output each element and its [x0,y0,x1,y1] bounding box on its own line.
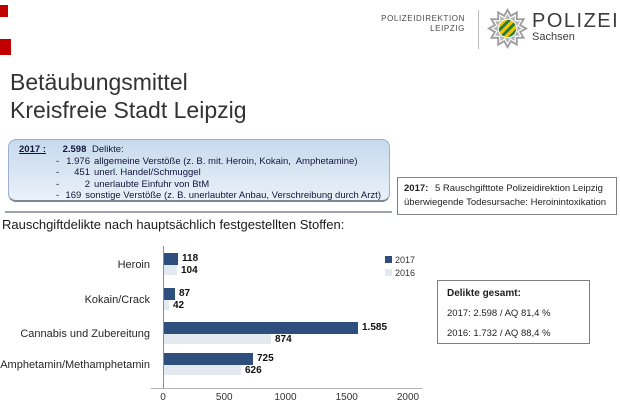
header-divider [478,10,479,49]
deaths-line2: überwiegende Todesursache: Heroinintoxik… [404,197,607,208]
x-tick-label: 1500 [335,392,358,403]
bar-2017 [164,353,253,365]
bar-2016 [164,334,271,344]
summary-item-dash: - [56,155,60,167]
department-name: POLIZEIDIREKTION LEIPZIG [330,14,465,34]
legend-item: 2017 [385,253,415,266]
x-tick-label: 2000 [396,392,420,403]
summary-year: 2017 : [19,144,46,155]
bar-chart: Heroin 118 104 Kokain/Crack 87 42 Cannabis und… [0,240,620,410]
summary-item: - 2 unerlaubte Einfuhr von BtM [56,179,381,191]
summary-total-label: Delikte: [92,144,124,155]
summary-total: 2.598 [62,144,87,155]
legend-swatch [385,269,392,276]
summary-item-value: 451 [74,167,90,179]
page-title: Betäubungsmittel Kreisfreie Stadt Leipzi… [10,68,247,124]
deaths-line1: 2017: 5 Rauschgifttote Polizeidirektion … [404,182,610,196]
summary-item-value: 2 [84,178,90,190]
bar-2016 [164,365,241,375]
legend-label: 2016 [395,267,416,278]
legend-item: 2016 [385,266,415,279]
red-edge-mark [0,5,8,17]
category-label: Cannabis und Zubereitung [20,327,150,340]
summary-item-text: unerl. Handel/Schmuggel [94,167,201,179]
summary-item-value: 1.976 [66,155,90,167]
totals-heading: Delikte gesamt: [447,288,521,299]
bar-2017 [164,253,178,265]
bar-value-label: 104 [181,265,198,276]
totals-row: 2017: 2.598 / AQ 81,4 % [447,308,551,319]
x-axis [151,388,422,389]
category-label: Kokain/Crack [84,293,150,306]
summary-item: -169 sonstige Verstöße (z. B. unerlaubter… [56,190,381,202]
summary-item-list: -1.976 allgemeine Verstöße (z. B. mit. He… [19,156,381,202]
saxony-police-star-icon [487,8,528,49]
summary-item-dash: - [56,167,60,179]
summary-item: -1.976 allgemeine Verstöße (z. B. mit. He… [56,156,381,168]
chart-section-heading: Rauschgiftdelikte nach hauptsächlich fes… [2,217,345,232]
summary-box: 2017 : 2.598 Delikte: -1.976 allgemeine V… [8,139,390,202]
x-tick-label: 0 [160,392,166,403]
summary-item-text: sonstige Verstöße (z. B. unerlaubter Anb… [85,190,381,202]
bar-value-label: 874 [275,334,292,345]
deaths-text: 5 Rauschgifttote Polizeidirektion Leipzi… [434,183,603,194]
brand-block: POLIZEI Sachsen [532,11,619,43]
summary-headline: 2017 : 2.598 Delikte: [19,144,381,156]
page-title-line1: Betäubungsmittel [10,69,188,95]
y-axis [163,246,164,389]
summary-item: - 451 unerl. Handel/Schmuggel [56,167,381,179]
totals-box: Delikte gesamt: 2017: 2.598 / AQ 81,4 % 2… [437,280,590,344]
page-title-line2: Kreisfreie Stadt Leipzig [10,97,247,123]
summary-item-text: unerlaubte Einfuhr von BtM [94,178,210,190]
department-line1: POLIZEIDIREKTION [381,14,465,23]
summary-item-value: 169 [65,190,82,202]
bar-value-label: 725 [257,353,274,364]
category-label: Heroin [117,258,150,271]
brand-name: POLIZEI [532,10,620,32]
summary-box-shadow-line [5,211,392,213]
bar-2017 [164,322,358,334]
department-line2: LEIPZIG [430,24,465,33]
bar-2016 [164,300,169,310]
chart-legend: 2017 2016 [385,253,415,279]
bar-value-label: 1.585 [362,322,388,333]
deaths-year: 2017: [404,183,429,194]
totals-rows: 2017: 2.598 / AQ 81,4 % 2016: 1.732 / AQ … [447,308,580,339]
summary-item-text: allgemeine Verstöße (z. B. mit. Heroin, … [94,155,358,167]
bar-2017 [164,288,175,300]
brand-region: Sachsen [532,31,575,43]
red-edge-mark [0,39,11,55]
x-tick-label: 1000 [274,392,297,403]
bar-value-label: 87 [179,288,191,299]
legend-label: 2017 [395,254,416,265]
totals-row: 2016: 1.732 / AQ 88,4 % [447,328,551,339]
summary-item-dash: - [56,190,60,202]
category-label: Amphetamin/Methamphetamin [0,358,150,371]
bar-value-label: 626 [245,365,262,376]
summary-item-dash: - [56,178,60,190]
x-tick-label: 500 [215,392,233,403]
bar-value-label: 118 [182,253,199,264]
deaths-box: 2017: 5 Rauschgifttote Polizeidirektion … [397,177,617,215]
legend-swatch [385,256,392,263]
bar-value-label: 42 [173,300,185,311]
bar-2016 [164,265,177,275]
